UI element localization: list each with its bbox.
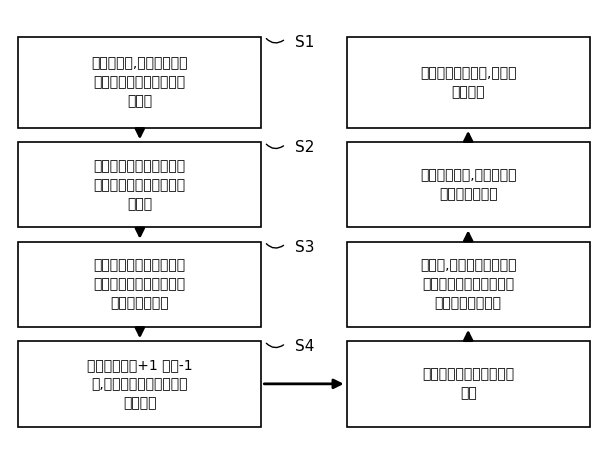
- Bar: [347, 341, 590, 426]
- Text: 疟原虫细胞全息图和空白
背景全息图传输至图像处
理模块: 疟原虫细胞全息图和空白 背景全息图传输至图像处 理模块: [94, 159, 186, 211]
- Text: 去相位,并将疟原虫细胞的
全息图的相位减去空白背
景的全息图的相位: 去相位,并将疟原虫细胞的 全息图的相位减去空白背 景的全息图的相位: [420, 258, 516, 310]
- Text: S1: S1: [295, 34, 314, 50]
- Text: S2: S2: [295, 140, 314, 155]
- Text: 疟原虫的识别判断,并出具
检测结果: 疟原虫的识别判断,并出具 检测结果: [420, 66, 516, 99]
- Bar: [347, 142, 590, 228]
- Bar: [18, 341, 261, 426]
- Text: 启动激光器,拍摄得到疟原
虫细胞全息图和空白背景
全息图: 启动激光器,拍摄得到疟原 虫细胞全息图和空白背景 全息图: [92, 56, 188, 108]
- Text: 相位差解包裹,得到疟原虫
细胞的相位分布: 相位差解包裹,得到疟原虫 细胞的相位分布: [420, 168, 516, 202]
- Text: S4: S4: [295, 339, 314, 354]
- Text: S3: S3: [295, 240, 314, 255]
- Bar: [18, 142, 261, 228]
- Text: 图像处理模块处理疟原虫
细胞全息图和空白背景全
息图得到频谱图: 图像处理模块处理疟原虫 细胞全息图和空白背景全 息图得到频谱图: [94, 258, 186, 310]
- Bar: [347, 37, 590, 128]
- Bar: [18, 37, 261, 128]
- Bar: [18, 242, 261, 327]
- Bar: [347, 242, 590, 327]
- Text: 截取频谱图中+1 级或-1
级,并在未被截取的频谱图
区域补零: 截取频谱图中+1 级或-1 级,并在未被截取的频谱图 区域补零: [87, 358, 193, 410]
- Text: 频谱图进行逆傅里叶变换
操作: 频谱图进行逆傅里叶变换 操作: [422, 367, 514, 400]
